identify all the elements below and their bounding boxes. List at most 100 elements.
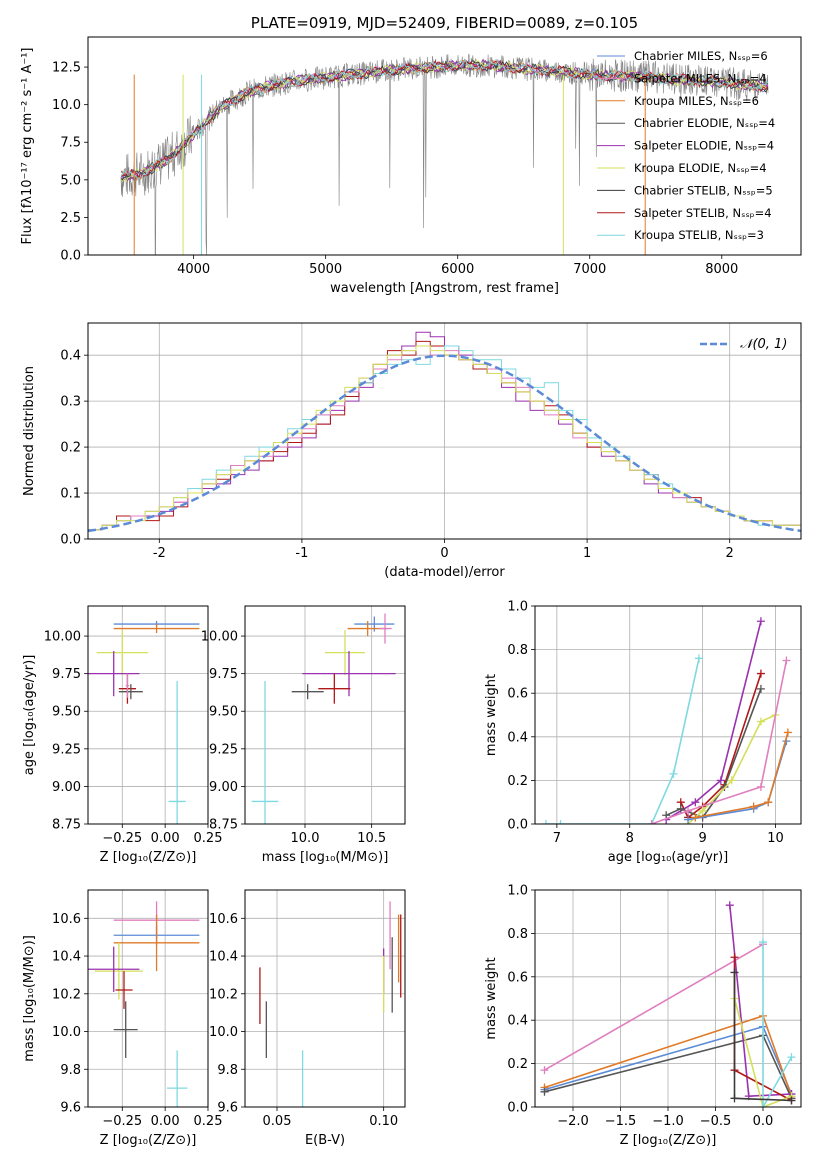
y-axis-label: mass weight bbox=[484, 674, 499, 756]
y-tick-label: 0.8 bbox=[507, 927, 528, 942]
mass-weight-line bbox=[695, 732, 789, 819]
mass-weight-vs-z-axes: −2.0 −1.5 −1.0 −0.5 0.0 0.0 0.2 0.4 0.6 0.8 1.0 Z [… bbox=[484, 884, 802, 1148]
y-tick-label: 8.75 bbox=[209, 818, 238, 833]
mass-weight-marker bbox=[716, 776, 725, 785]
mass-weight-marker bbox=[730, 968, 739, 977]
y-tick-label: 0.1 bbox=[60, 487, 81, 502]
x-tick-label: 4000 bbox=[177, 262, 210, 277]
x-tick-label: −2.0 bbox=[557, 1114, 589, 1129]
x-axis-label: Z [log₁₀(Z/Z⊙)] bbox=[100, 850, 197, 865]
y-axis-label: Flux [fλ10⁻¹⁷ erg cm⁻² s⁻¹ A⁻¹] bbox=[20, 48, 35, 245]
y-tick-label: 10.00 bbox=[44, 630, 81, 645]
x-axis-label: Z [log₁₀(Z/Z⊙)] bbox=[100, 1133, 197, 1148]
x-tick-label: −0.5 bbox=[700, 1114, 732, 1129]
y-tick-label: 12.5 bbox=[52, 61, 81, 76]
mass-weight-marker bbox=[698, 806, 707, 815]
y-tick-label: 1.0 bbox=[507, 600, 528, 615]
mass-vs-z-grid bbox=[88, 890, 209, 1108]
mass-weight-marker bbox=[694, 654, 703, 663]
mass-weight-marker bbox=[730, 953, 739, 962]
y-tick-label: 10.6 bbox=[209, 912, 238, 927]
y-tick-label: 0.4 bbox=[507, 730, 528, 745]
x-axis-label: wavelength [Angstrom, rest frame] bbox=[330, 281, 559, 296]
y-tick-label: 0.0 bbox=[60, 533, 81, 548]
age-vs-mass-plot-area bbox=[251, 613, 396, 824]
legend: Chabrier MILES, Nₛₛₚ=6 Salpeter MILES, Nₛ… bbox=[597, 49, 775, 242]
y-axis-label: mass [log₁₀(M/M⊙)] bbox=[22, 935, 37, 1062]
mass-weight-vs-age-axes: 7 8 9 10 0.0 0.2 0.4 0.6 0.8 1.0 age [log₁₀(age/yr… bbox=[484, 600, 802, 865]
legend-label: Salpeter MILES, Nₛₛₚ=4 bbox=[634, 71, 767, 85]
mass-weight-marker bbox=[756, 717, 765, 726]
y-tick-label: 0.6 bbox=[507, 687, 528, 702]
age-vs-z-grid bbox=[88, 606, 209, 825]
x-axis-label: age [log₁₀(age/yr)] bbox=[608, 850, 729, 865]
y-axis-label: Normed distribution bbox=[22, 366, 37, 496]
mass-weight-marker bbox=[756, 669, 765, 678]
age-vs-mass-axes: 10.0 10.5 8.75 9.00 9.25 9.50 9.75 10.00 mass [l… bbox=[201, 605, 406, 865]
age-vs-mass-grid bbox=[245, 606, 405, 825]
y-tick-label: 10.2 bbox=[52, 987, 81, 1002]
y-tick-label: 9.50 bbox=[52, 705, 81, 720]
y-tick-label: 9.8 bbox=[60, 1063, 81, 1078]
mass-weight-marker bbox=[756, 684, 765, 693]
mass-weight-line bbox=[545, 658, 700, 824]
x-tick-label: 1 bbox=[583, 546, 591, 561]
x-tick-label: −0.25 bbox=[102, 1114, 142, 1129]
x-tick-label: 8000 bbox=[705, 262, 738, 277]
x-tick-label: -1 bbox=[295, 546, 308, 561]
mass-weight-marker bbox=[541, 820, 550, 824]
x-tick-label: −1.5 bbox=[605, 1114, 637, 1129]
x-axis-label: mass [log₁₀(M/M⊙)] bbox=[262, 850, 389, 865]
y-tick-label: 0.2 bbox=[507, 774, 528, 789]
mass-weight-marker bbox=[787, 1096, 796, 1105]
x-axis-label: E(B-V) bbox=[305, 1133, 345, 1148]
x-tick-label: 2 bbox=[726, 546, 734, 561]
mass-weight-line bbox=[665, 688, 762, 819]
mass-vs-z-plot-area bbox=[88, 901, 200, 1107]
age-vs-z-axes: −0.25 0.00 0.25 8.75 9.00 9.25 9.50 9.75 10.00 Z … bbox=[22, 605, 222, 865]
y-tick-label: 9.6 bbox=[60, 1101, 81, 1116]
x-tick-label: 0.0 bbox=[753, 1114, 774, 1129]
y-tick-label: 9.50 bbox=[209, 705, 238, 720]
mass-weight-line bbox=[544, 943, 764, 1071]
residual-hist-frame bbox=[87, 322, 802, 540]
y-tick-label: 9.75 bbox=[52, 667, 81, 682]
y-tick-label: 7.5 bbox=[60, 136, 81, 151]
y-tick-label: 9.00 bbox=[52, 780, 81, 795]
y-tick-label: 5.0 bbox=[60, 173, 81, 188]
x-tick-label: −0.25 bbox=[102, 831, 142, 846]
y-tick-label: 10.0 bbox=[52, 98, 81, 113]
legend-label: Chabrier ELODIE, Nₛₛₚ=4 bbox=[634, 116, 775, 130]
legend-label: Chabrier STELIB, Nₛₛₚ=5 bbox=[634, 183, 773, 197]
legend-label: Salpeter ELODIE, Nₛₛₚ=4 bbox=[634, 139, 774, 153]
y-tick-label: 10.4 bbox=[209, 950, 238, 965]
histogram-step-line bbox=[88, 345, 801, 531]
mass-weight-marker bbox=[725, 901, 734, 910]
mass-weight-marker bbox=[782, 656, 791, 665]
x-tick-label: 0.10 bbox=[369, 1114, 398, 1129]
mass-weight-marker bbox=[764, 798, 773, 807]
y-tick-label: 10.6 bbox=[52, 912, 81, 927]
y-tick-label: 0.6 bbox=[507, 970, 528, 985]
legend-label: Kroupa ELODIE, Nₛₛₚ=4 bbox=[634, 161, 767, 175]
normal-reference-curve bbox=[88, 354, 801, 533]
x-tick-label: 10.5 bbox=[357, 831, 386, 846]
mass-weight-marker bbox=[727, 776, 736, 785]
mass-weight-line bbox=[762, 942, 793, 1107]
mass-weight-marker bbox=[749, 802, 758, 811]
mass-weight-line bbox=[729, 905, 792, 1098]
mass-vs-z-frame bbox=[87, 889, 209, 1108]
mass-vs-z-axes: −0.25 0.00 0.25 9.6 9.8 10.0 10.2 10.4 10.6 Z [lo… bbox=[22, 889, 222, 1148]
y-tick-label: 0.4 bbox=[60, 349, 81, 364]
y-tick-label: 9.25 bbox=[52, 742, 81, 757]
mass-weight-marker bbox=[556, 820, 565, 824]
mass-weight-marker bbox=[684, 806, 693, 815]
x-tick-label: −1.0 bbox=[652, 1114, 684, 1129]
mass-vs-ebv-axes: 0.05 0.10 9.6 9.8 10.0 10.2 10.4 10.6 E(B-V) bbox=[209, 889, 406, 1148]
y-tick-label: 9.6 bbox=[217, 1101, 238, 1116]
y-tick-label: 1.0 bbox=[507, 884, 528, 899]
mass-vs-ebv-plot-area bbox=[259, 901, 402, 1107]
x-tick-label: 9 bbox=[698, 831, 706, 846]
x-tick-label: -2 bbox=[153, 546, 166, 561]
